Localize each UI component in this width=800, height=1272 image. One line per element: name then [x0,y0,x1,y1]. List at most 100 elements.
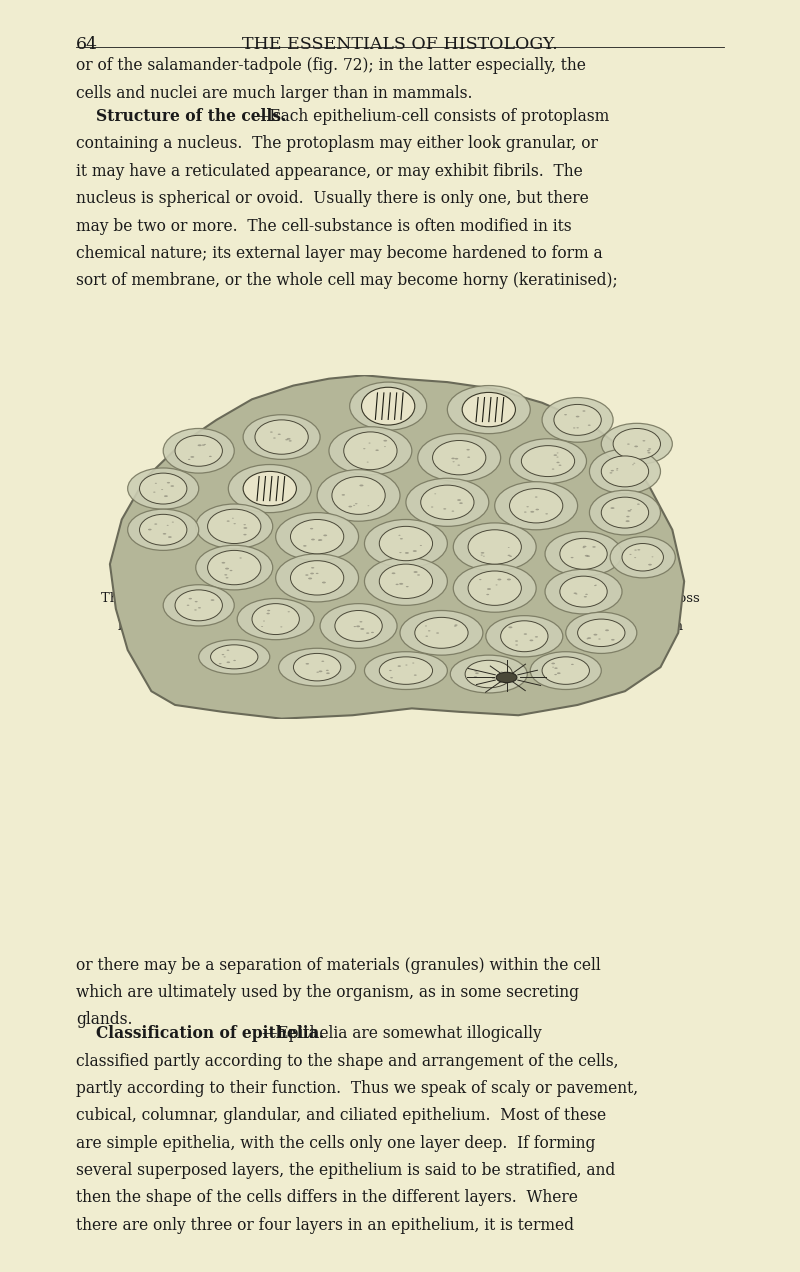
Ellipse shape [243,534,246,536]
Ellipse shape [270,431,273,432]
Ellipse shape [365,519,447,567]
Ellipse shape [276,553,358,602]
Ellipse shape [198,444,202,446]
Ellipse shape [468,529,522,563]
Ellipse shape [610,537,675,577]
Ellipse shape [588,425,590,426]
Ellipse shape [610,508,614,509]
Ellipse shape [515,640,518,642]
Ellipse shape [316,572,318,574]
Ellipse shape [602,455,649,487]
Ellipse shape [228,464,311,513]
Ellipse shape [560,538,607,570]
Ellipse shape [196,504,273,548]
Ellipse shape [465,660,513,688]
Ellipse shape [128,468,198,509]
Ellipse shape [366,632,370,633]
Ellipse shape [170,485,174,487]
Ellipse shape [359,485,363,486]
Ellipse shape [507,579,511,580]
Ellipse shape [365,651,447,689]
Ellipse shape [451,458,455,459]
Ellipse shape [585,555,589,557]
Ellipse shape [570,557,574,558]
Ellipse shape [551,663,555,664]
Ellipse shape [332,477,386,514]
Ellipse shape [252,604,299,635]
Ellipse shape [306,663,309,664]
Ellipse shape [627,510,631,511]
Ellipse shape [202,444,205,445]
Ellipse shape [209,455,212,457]
Text: cubical, columnar, glandular, and ciliated epithelium.  Most of these: cubical, columnar, glandular, and ciliat… [76,1107,606,1124]
Ellipse shape [311,567,314,569]
Ellipse shape [379,527,433,561]
Ellipse shape [486,616,562,656]
Ellipse shape [311,538,315,541]
Text: cells.: cells. [382,649,418,663]
Ellipse shape [566,612,637,654]
Ellipse shape [148,529,152,530]
Text: classified partly according to the shape and arrangement of the cells,: classified partly according to the shape… [76,1053,618,1070]
Ellipse shape [459,502,462,504]
Ellipse shape [510,488,562,523]
Text: are simple epithelia, with the cells only one layer deep.  If forming: are simple epithelia, with the cells onl… [76,1135,595,1151]
Ellipse shape [530,511,534,513]
Ellipse shape [350,382,426,430]
Ellipse shape [163,429,234,473]
Ellipse shape [481,552,484,553]
Ellipse shape [592,546,596,548]
Ellipse shape [508,626,513,628]
Ellipse shape [590,490,661,536]
Ellipse shape [571,664,574,665]
Ellipse shape [399,583,403,585]
Ellipse shape [622,543,663,571]
Ellipse shape [322,581,326,584]
Ellipse shape [318,539,322,541]
Ellipse shape [557,673,561,674]
Ellipse shape [587,637,591,639]
Text: by fine fibres.  At one place a branched pigment cell is lying between the epith: by fine fibres. At one place a branched … [118,621,682,633]
Ellipse shape [395,584,398,585]
Ellipse shape [524,633,527,635]
Ellipse shape [418,434,501,482]
Ellipse shape [610,469,614,472]
Ellipse shape [406,586,409,588]
Text: or there may be a separation of materials (granules) within the cell: or there may be a separation of material… [76,957,601,973]
Ellipse shape [447,385,530,434]
Ellipse shape [162,533,166,534]
Ellipse shape [530,640,534,641]
Ellipse shape [450,655,527,693]
Ellipse shape [602,497,649,528]
Ellipse shape [154,523,158,525]
Text: Structure of the cells.: Structure of the cells. [96,108,286,125]
Ellipse shape [222,562,226,563]
Ellipse shape [414,674,417,675]
Ellipse shape [317,469,400,522]
Ellipse shape [433,440,486,474]
Ellipse shape [542,656,590,684]
Ellipse shape [638,550,640,551]
Ellipse shape [510,439,586,483]
Ellipse shape [590,449,661,494]
Ellipse shape [226,520,230,522]
Ellipse shape [167,482,170,483]
Ellipse shape [545,570,622,614]
Ellipse shape [421,485,474,519]
Ellipse shape [335,611,382,641]
Ellipse shape [610,472,612,473]
Ellipse shape [276,513,358,561]
Ellipse shape [602,424,672,464]
Ellipse shape [349,506,352,508]
Text: or of the salamander-tadpole (fig. 72); in the latter especially, the: or of the salamander-tadpole (fig. 72); … [76,57,586,74]
Ellipse shape [243,415,320,459]
Ellipse shape [267,609,270,612]
Ellipse shape [554,404,602,435]
Ellipse shape [558,464,562,466]
Text: chemical nature; its external layer may become hardened to form a: chemical nature; its external layer may … [76,244,602,262]
Ellipse shape [634,445,638,448]
Ellipse shape [554,454,557,455]
Ellipse shape [486,594,489,595]
Ellipse shape [198,640,270,674]
Ellipse shape [230,570,233,571]
